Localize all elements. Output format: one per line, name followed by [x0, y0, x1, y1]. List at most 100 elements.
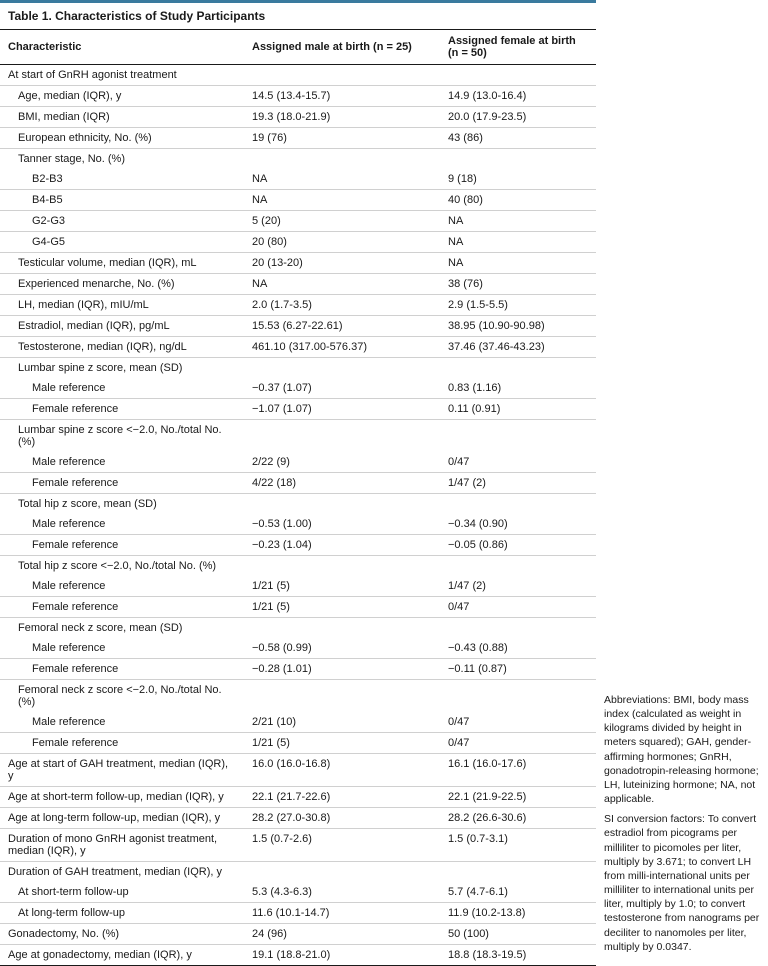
cell-female: NA [440, 253, 596, 274]
cell-female: 22.1 (21.9-22.5) [440, 787, 596, 808]
cell-female: 0/47 [440, 597, 596, 618]
table-row: Tanner stage, No. (%) [0, 149, 596, 170]
cell-male [244, 494, 440, 515]
cell-male [244, 862, 440, 883]
cell-female: −0.05 (0.86) [440, 535, 596, 556]
table-row: Age at long-term follow-up, median (IQR)… [0, 808, 596, 829]
cell-male: 20 (80) [244, 232, 440, 253]
cell-female [440, 680, 596, 713]
cell-characteristic: Age at long-term follow-up, median (IQR)… [0, 808, 244, 829]
cell-characteristic: G4-G5 [0, 232, 244, 253]
cell-male: 5 (20) [244, 211, 440, 232]
cell-male: −0.53 (1.00) [244, 514, 440, 535]
cell-female [440, 618, 596, 639]
cell-characteristic: G2-G3 [0, 211, 244, 232]
cell-male: 5.3 (4.3-6.3) [244, 882, 440, 903]
cell-male: 24 (96) [244, 924, 440, 945]
table-row: At short-term follow-up5.3 (4.3-6.3)5.7 … [0, 882, 596, 903]
si-conversion-note: SI conversion factors: To convert estrad… [604, 812, 764, 954]
cell-male: 1/21 (5) [244, 576, 440, 597]
table-row: Femoral neck z score, mean (SD) [0, 618, 596, 639]
cell-characteristic: Experienced menarche, No. (%) [0, 274, 244, 295]
table-row: Total hip z score <−2.0, No./total No. (… [0, 556, 596, 577]
table-row: B2-B3NA9 (18) [0, 169, 596, 190]
cell-characteristic: B4-B5 [0, 190, 244, 211]
cell-characteristic: At short-term follow-up [0, 882, 244, 903]
cell-female [440, 149, 596, 170]
characteristics-table: Characteristic Assigned male at birth (n… [0, 30, 596, 966]
table-row: B4-B5NA40 (80) [0, 190, 596, 211]
table-row: G4-G520 (80)NA [0, 232, 596, 253]
table-row: Femoral neck z score <−2.0, No./total No… [0, 680, 596, 713]
header-male: Assigned male at birth (n = 25) [244, 30, 440, 65]
cell-female: NA [440, 232, 596, 253]
table-row: BMI, median (IQR)19.3 (18.0-21.9)20.0 (1… [0, 107, 596, 128]
table-row: Male reference2/21 (10)0/47 [0, 712, 596, 733]
cell-male: −0.37 (1.07) [244, 378, 440, 399]
cell-characteristic: Age at gonadectomy, median (IQR), y [0, 945, 244, 966]
cell-characteristic: Estradiol, median (IQR), pg/mL [0, 316, 244, 337]
cell-female: 1.5 (0.7-3.1) [440, 829, 596, 862]
table-row: Age at start of GAH treatment, median (I… [0, 754, 596, 787]
table-row: At start of GnRH agonist treatment [0, 65, 596, 86]
cell-characteristic: Age at start of GAH treatment, median (I… [0, 754, 244, 787]
table-body: At start of GnRH agonist treatmentAge, m… [0, 65, 596, 966]
cell-male: 16.0 (16.0-16.8) [244, 754, 440, 787]
table-row: European ethnicity, No. (%)19 (76)43 (86… [0, 128, 596, 149]
cell-characteristic: BMI, median (IQR) [0, 107, 244, 128]
cell-male: 2/21 (10) [244, 712, 440, 733]
cell-female: 38 (76) [440, 274, 596, 295]
cell-characteristic: Female reference [0, 535, 244, 556]
cell-characteristic: Female reference [0, 659, 244, 680]
cell-characteristic: Femoral neck z score, mean (SD) [0, 618, 244, 639]
cell-characteristic: Testicular volume, median (IQR), mL [0, 253, 244, 274]
cell-female: 0.11 (0.91) [440, 399, 596, 420]
cell-characteristic: Female reference [0, 399, 244, 420]
footnotes: Abbreviations: BMI, body mass index (cal… [596, 693, 764, 966]
cell-male: NA [244, 274, 440, 295]
table-row: Female reference−0.28 (1.01)−0.11 (0.87) [0, 659, 596, 680]
cell-female: 20.0 (17.9-23.5) [440, 107, 596, 128]
cell-male: −0.23 (1.04) [244, 535, 440, 556]
cell-characteristic: Total hip z score, mean (SD) [0, 494, 244, 515]
cell-characteristic: Duration of GAH treatment, median (IQR),… [0, 862, 244, 883]
cell-male [244, 420, 440, 453]
cell-male [244, 358, 440, 379]
cell-male: 19 (76) [244, 128, 440, 149]
cell-characteristic: Age, median (IQR), y [0, 86, 244, 107]
cell-male: 1/21 (5) [244, 733, 440, 754]
cell-characteristic: Lumbar spine z score <−2.0, No./total No… [0, 420, 244, 453]
cell-male: 19.3 (18.0-21.9) [244, 107, 440, 128]
cell-female: 1/47 (2) [440, 576, 596, 597]
cell-characteristic: Lumbar spine z score, mean (SD) [0, 358, 244, 379]
cell-male: 19.1 (18.8-21.0) [244, 945, 440, 966]
table-row: Experienced menarche, No. (%)NA38 (76) [0, 274, 596, 295]
table-row: Male reference1/21 (5)1/47 (2) [0, 576, 596, 597]
table-row: Female reference−1.07 (1.07)0.11 (0.91) [0, 399, 596, 420]
cell-male [244, 680, 440, 713]
cell-characteristic: Femoral neck z score <−2.0, No./total No… [0, 680, 244, 713]
cell-male: NA [244, 190, 440, 211]
cell-characteristic: Testosterone, median (IQR), ng/dL [0, 337, 244, 358]
cell-female [440, 420, 596, 453]
cell-male: 14.5 (13.4-15.7) [244, 86, 440, 107]
cell-male: 20 (13-20) [244, 253, 440, 274]
cell-female: 0/47 [440, 452, 596, 473]
cell-characteristic: Male reference [0, 452, 244, 473]
cell-characteristic: B2-B3 [0, 169, 244, 190]
header-characteristic: Characteristic [0, 30, 244, 65]
cell-male [244, 556, 440, 577]
cell-female [440, 862, 596, 883]
table-row: Testicular volume, median (IQR), mL20 (1… [0, 253, 596, 274]
cell-female: −0.11 (0.87) [440, 659, 596, 680]
figure-container: Table 1. Characteristics of Study Partic… [0, 0, 768, 966]
cell-characteristic: Gonadectomy, No. (%) [0, 924, 244, 945]
cell-female: 2.9 (1.5-5.5) [440, 295, 596, 316]
table-row: Male reference−0.37 (1.07)0.83 (1.16) [0, 378, 596, 399]
cell-characteristic: Male reference [0, 514, 244, 535]
table-row: At long-term follow-up11.6 (10.1-14.7)11… [0, 903, 596, 924]
cell-female: −0.34 (0.90) [440, 514, 596, 535]
table-row: LH, median (IQR), mIU/mL2.0 (1.7-3.5)2.9… [0, 295, 596, 316]
cell-characteristic: Female reference [0, 597, 244, 618]
header-female: Assigned female at birth (n = 50) [440, 30, 596, 65]
